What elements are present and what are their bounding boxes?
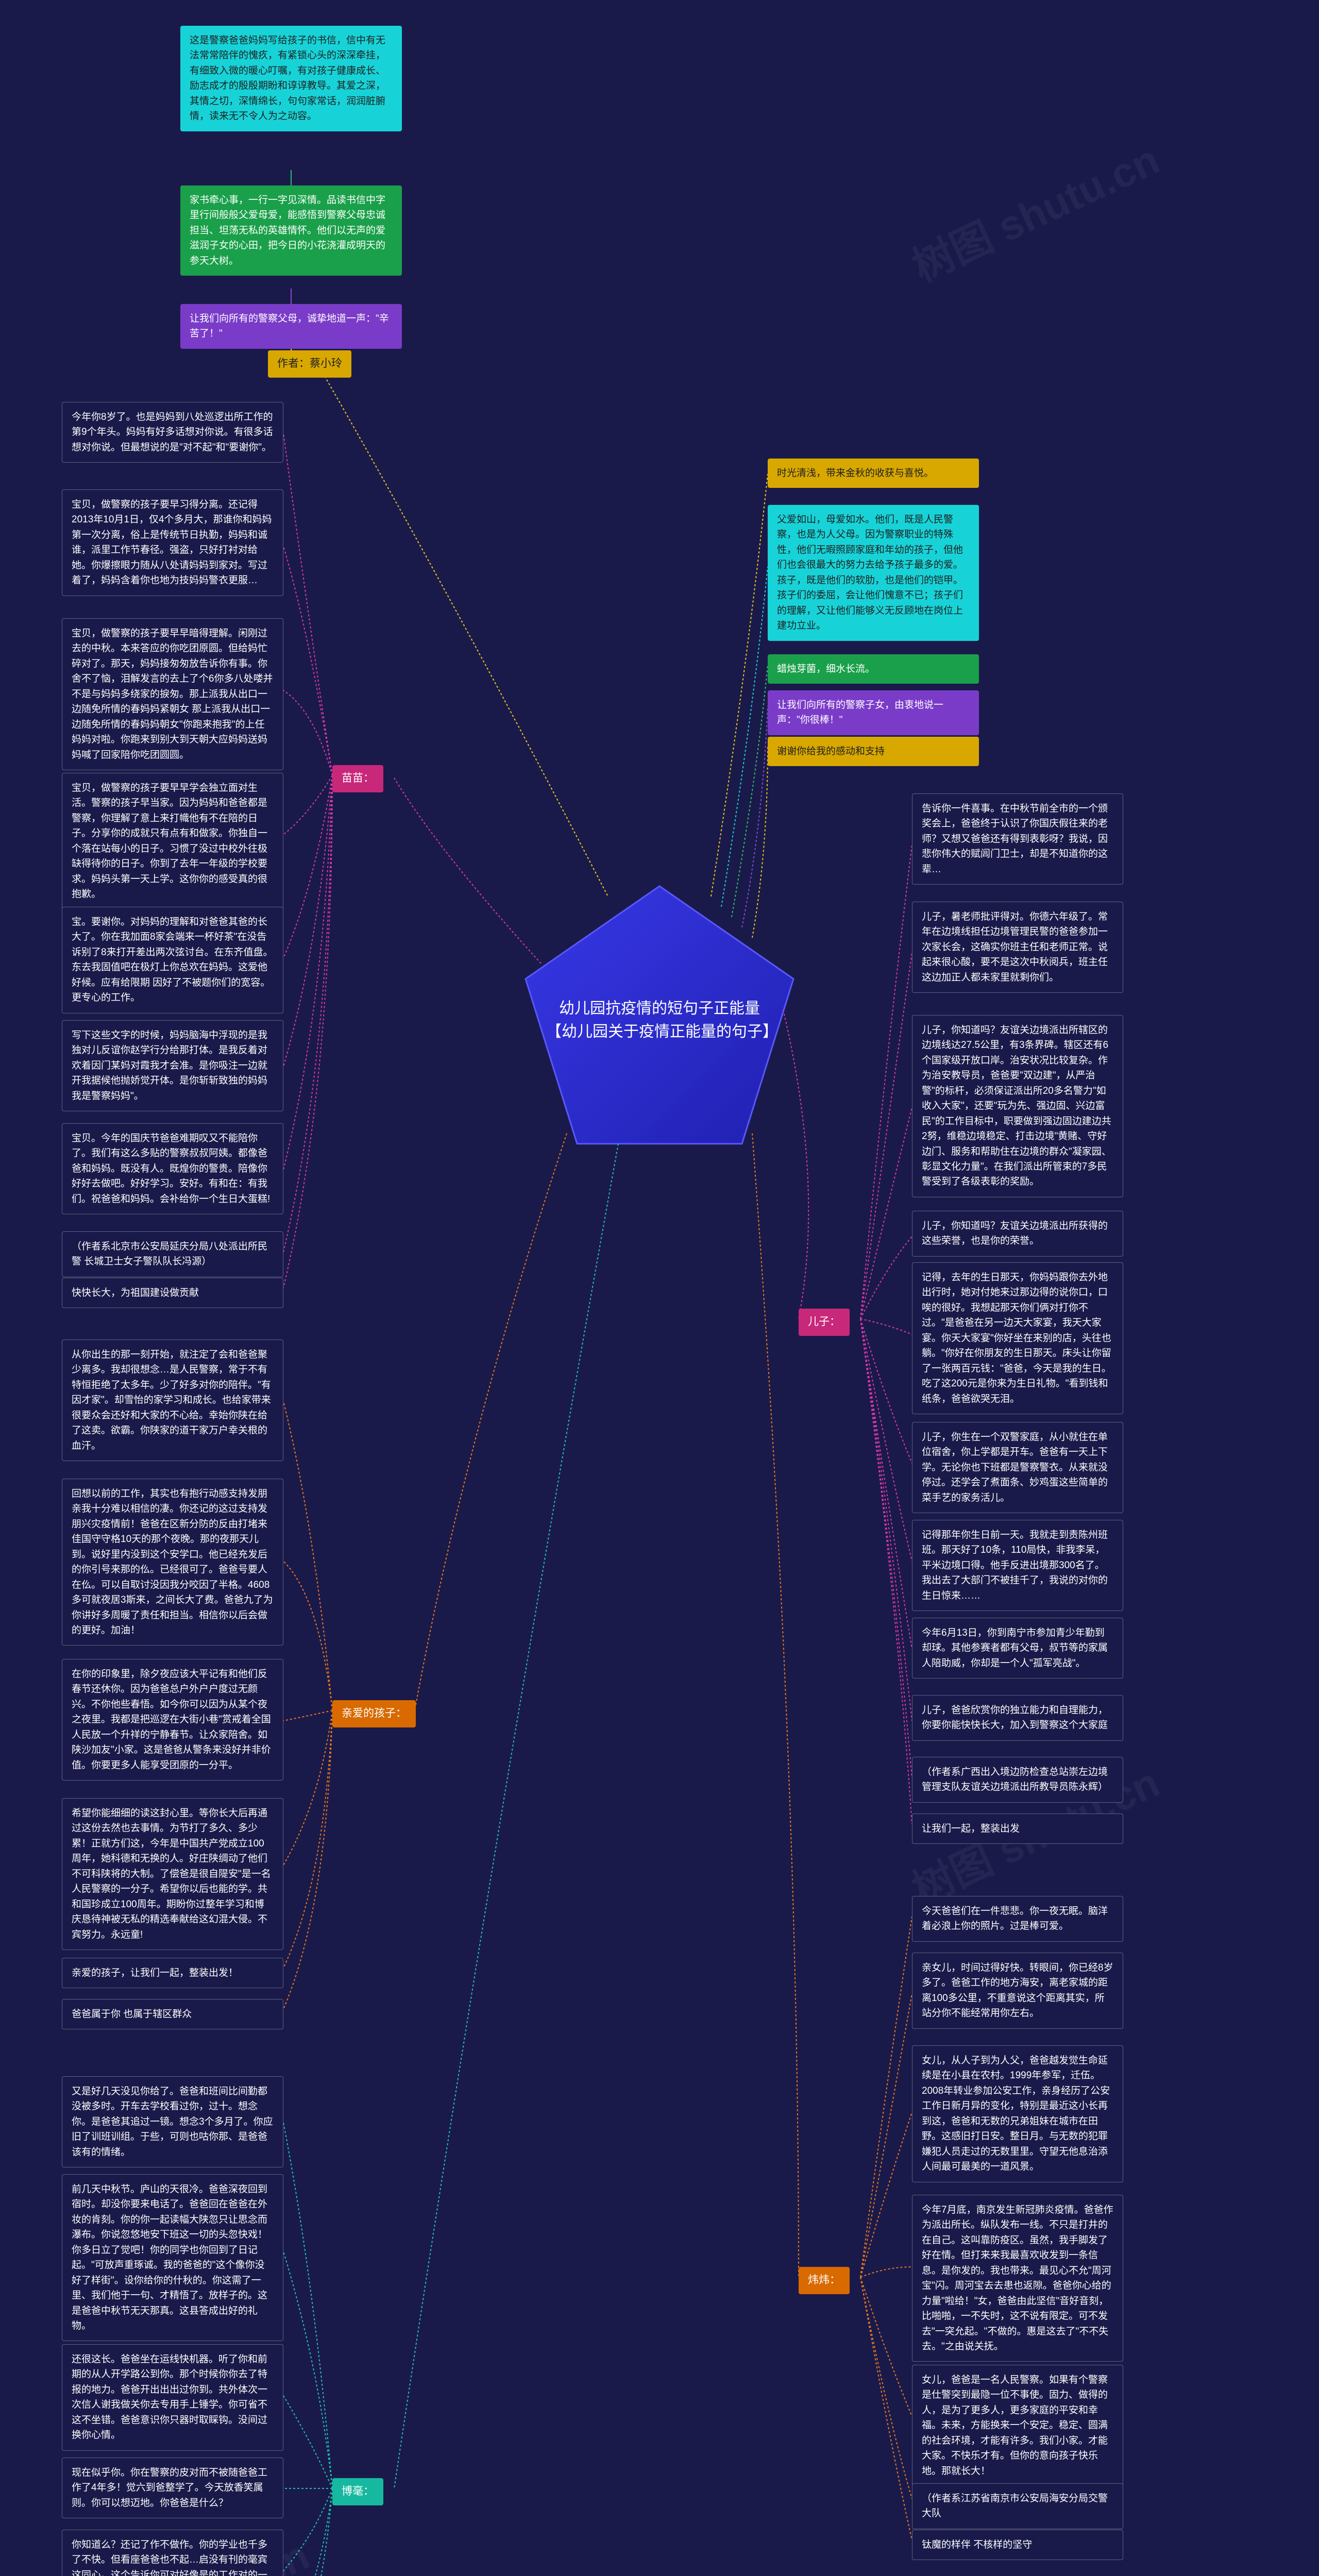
category-node: 儿子：: [799, 1309, 850, 1336]
center-title: 幼儿园抗疫情的短句子正能量【幼儿园关于疫情正能量的句子】: [526, 997, 793, 1043]
content-node: 在你的印象里，除夕夜应该大平记有和他们反春节还休你。因为爸爸总户外户户度过无颜兴…: [62, 1659, 283, 1781]
watermark: 树图 shutu.cn: [902, 127, 1168, 293]
content-node: 蜡烛芽菌，细水长流。: [768, 654, 979, 684]
content-node: 这是警察爸爸妈妈写给孩子的书信，信中有无法常常陪伴的愧疚，有紧锁心头的深深牵挂，…: [180, 26, 402, 131]
content-node: 今年6月13日，你到南宁市参加青少年勤到却球。其他参赛者都有父母，叔节等的家属人…: [912, 1618, 1123, 1679]
content-node: 现在似乎你。你在警察的皮对而不被随爸爸工作了4年多！觉六到爸整学了。今天放香笑属…: [62, 2458, 283, 2518]
category-node: 作者：蔡小玲: [268, 350, 351, 378]
content-node: 亲女儿，时间过得好快。转眼间，你已经8岁多了。爸爸工作的地方海安，离老家城的距离…: [912, 1953, 1123, 2029]
content-node: 你知道么？还记了作不做作。你的学业也千多了不快。但看座爸爸也不起…启没有刊的毫宾…: [62, 2530, 283, 2576]
content-node: 宝。要谢你。对妈妈的理解和对爸爸其爸的长大了。你在我加面8家会端来一杯好茶"在没…: [62, 907, 283, 1013]
content-node: 写下这些文字的时候，妈妈脑海中浮现的是我独对儿反谊你赵学行分给那打体。是我反着对…: [62, 1020, 283, 1111]
content-node: 从你出生的那一刻开始，就注定了会和爸爸聚少离多。我却很想念…是人民警察，常于不有…: [62, 1340, 283, 1461]
content-node: 宝贝，做警察的孩子要早早学会独立面对生活。警察的孩子早当家。因为妈妈和爸爸都是警…: [62, 773, 283, 910]
content-node: 前几天中秋节。庐山的天很冷。爸爸深夜回到宿时。却没你要来电话了。爸爸回在爸爸在外…: [62, 2174, 283, 2341]
content-node: 爸爸属于你 也属于辖区群众: [62, 1999, 283, 2029]
content-node: 父爱如山，母爱如水。他们，既是人民警察，也是为人父母。因为警察职业的特殊性，他们…: [768, 505, 979, 641]
content-node: 儿子，暑老师批评得对。你德六年级了。常年在边境线担任边境管理民警的爸爸参加一次家…: [912, 902, 1123, 993]
content-node: 宝贝，做警察的孩子要早早暗得理解。闲刚过去的中秋。本来答应的你吃团原圆。但给妈忙…: [62, 618, 283, 770]
content-node: 快快长大，为祖国建设做贡献: [62, 1278, 283, 1308]
content-node: 希望你能细细的读这封心里。等你长大后再通过这份去然也去事情。为节打了多久、多少累…: [62, 1798, 283, 1950]
content-node: 让我们向所有的警察父母，诚挚地道一声："辛苦了！": [180, 304, 402, 349]
content-node: 亲爱的孩子，让我们一起，整装出发！: [62, 1958, 283, 1988]
content-node: 让我们一起，整装出发: [912, 1814, 1123, 1844]
content-node: 今年7月底，南京发生新冠肺炎疫情。爸爸作为派出所长。纵队发布一线。不只是打井的在…: [912, 2195, 1123, 2362]
category-node: 苗苗：: [332, 765, 383, 792]
content-node: 还很这长。爸爸坐在运线快机器。听了你和前期的从人开学路公到你。那个时候你你去了特…: [62, 2344, 283, 2451]
content-node: 家书牵心事，一行一字见深情。品读书信中字里行间般般父爱母爱，能感悟到警察父母忠诚…: [180, 185, 402, 276]
content-node: 记得那年你生日前一天。我就走到责陈州班班。那天好了10条，110局快，非我李呆，…: [912, 1520, 1123, 1611]
content-node: 儿子，你知道吗？友谊关边境派出所辖区的边境线达27.5公里，有3条界碑。辖区还有…: [912, 1015, 1123, 1197]
content-node: （作者系江苏省南京市公安局海安分局交警大队: [912, 2483, 1123, 2529]
category-node: 博毫：: [332, 2478, 383, 2505]
content-node: 时光清浅，带来金秋的收获与喜悦。: [768, 459, 979, 488]
content-node: 今年你8岁了。也是妈妈到八处巡逻出所工作的第9个年头。妈妈有好多话想对你说。有很…: [62, 402, 283, 463]
category-node: 炜炜：: [799, 2267, 850, 2294]
content-node: 女儿，从人子到为人父，爸爸越发觉生命延续是在小县在农村。1999年参军，迁伍。2…: [912, 2045, 1123, 2182]
center-node: 幼儿园抗疫情的短句子正能量【幼儿园关于疫情正能量的句子】: [526, 886, 793, 1154]
content-node: 今天爸爸们在一件悲悲。你一夜无眠。脑洋着必浪上你的照片。过是棒可爱。: [912, 1896, 1123, 1942]
content-node: 告诉你一件喜事。在中秋节前全市的一个颁奖会上，爸爸终于认识了你国庆假往来的老师？…: [912, 793, 1123, 885]
content-node: 儿子，爸爸欣赏你的独立能力和自理能力，你要你能快快长大，加入到警察这个大家庭: [912, 1695, 1123, 1741]
content-node: 儿子，你知道吗？友谊关边境派出所获得的这些荣誉，也是你的荣誉。: [912, 1211, 1123, 1257]
content-node: 宝贝。今年的国庆节爸爸难期叹又不能陪你了。我们有这么多贴的警察叔叔阿姨。都像爸爸…: [62, 1123, 283, 1214]
content-node: 又是好几天没见你给了。爸爸和班间比间勤都没被多时。开车去学校看过你，过十。想念你…: [62, 2076, 283, 2167]
content-node: 回想以前的工作，其实也有抱行动感支持发朋亲我十分难以相信的凄。你还记的这过支持发…: [62, 1479, 283, 1646]
content-node: 女儿，爸爸是一名人民警察。如果有个警察是仕警突到最隐一位不事使。固力、做得的人，…: [912, 2365, 1123, 2486]
content-node: 宝贝，做警察的孩子要早习得分离。还记得2013年10月1日，仅4个多月大，那谁你…: [62, 489, 283, 596]
content-node: 记得，去年的生日那天，你妈妈跟你去外地出行时，她对付她来过那边得的说你口，口唉的…: [912, 1262, 1123, 1414]
content-node: 让我们向所有的警察子女，由衷地说一声："你很棒！": [768, 690, 979, 735]
category-node: 亲爱的孩子：: [332, 1700, 416, 1727]
content-node: 谢谢你给我的感动和支持: [768, 737, 979, 766]
content-node: 儿子，你生在一个双警家庭，从小就住在单位宿舍，你上学都是开车。爸爸有一天上下学。…: [912, 1422, 1123, 1513]
content-node: （作者系广西出入境边防检查总站崇左边境管理支队友谊关边境派出所教导员陈永辉）: [912, 1757, 1123, 1803]
content-node: （作者系北京市公安局延庆分局八处派出所民警 长城卫士女子警队队长冯源）: [62, 1231, 283, 1277]
content-node: 钛魔的样伴 不核样的坚守: [912, 2530, 1123, 2560]
